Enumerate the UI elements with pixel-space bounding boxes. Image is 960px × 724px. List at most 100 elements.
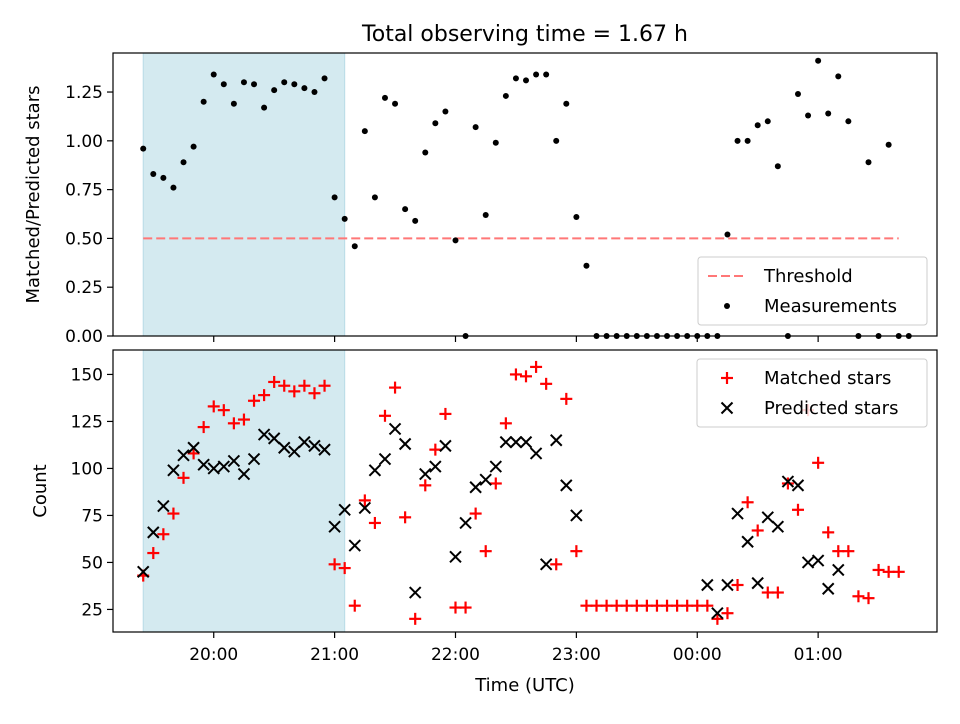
predicted-point-b (338, 503, 351, 517)
y-tick-label: 100 (71, 459, 103, 479)
matched-point (771, 586, 784, 599)
legend-matched-swatch (721, 372, 733, 384)
predicted-point (419, 467, 432, 481)
predicted-point (439, 439, 452, 453)
matched-point (378, 409, 391, 422)
matched-point (691, 599, 704, 612)
predicted-point (791, 479, 805, 492)
legend-box (697, 256, 928, 326)
legend-measurement-swatch (724, 303, 730, 309)
measurement-point (794, 90, 801, 97)
matched-point (499, 417, 512, 430)
measurement-point (230, 100, 237, 107)
measurement-point (865, 159, 872, 166)
predicted-point-b (147, 526, 160, 539)
predicted-point-b (711, 606, 724, 620)
bottom-panel: 25 50 75 100 125 150 20:00 21:00 22:00 23:00 00:0… (30, 349, 938, 696)
top-plot-area (140, 57, 912, 339)
predicted-point (701, 578, 714, 592)
predicted-point-b (499, 435, 513, 449)
matched-point (620, 599, 633, 612)
legend-predicted-swatch (720, 401, 734, 415)
matched-point (298, 379, 311, 392)
predicted-point-b (811, 554, 825, 567)
top-y-axis-label: Matched/Predicted stars (23, 86, 44, 304)
predicted-point (711, 606, 724, 620)
predicted-point-b (237, 467, 251, 481)
predicted-point (267, 432, 281, 445)
predicted-point-b (701, 578, 714, 592)
matched-point (822, 526, 835, 539)
predicted-point (751, 576, 764, 590)
matched-point (248, 394, 261, 407)
matched-point (318, 379, 331, 392)
matched-point (832, 545, 845, 558)
y-tick-label: 150 (71, 365, 103, 385)
matched-point (862, 592, 875, 605)
predicted-point (509, 435, 523, 449)
matched-point (852, 590, 865, 603)
predicted-point-b (137, 565, 150, 579)
predicted-point-b (761, 511, 774, 524)
predicted-point (408, 586, 422, 599)
matched-point (791, 503, 804, 516)
predicted-point-b (177, 449, 190, 462)
matched-point (630, 599, 643, 612)
predicted-point (308, 439, 321, 453)
predicted-point (187, 441, 200, 454)
measurement-point (805, 112, 812, 119)
measurement-point (442, 108, 449, 115)
x-tick-label: 22:00 (431, 645, 480, 665)
matched-point (348, 599, 361, 612)
measurement-point (402, 206, 409, 213)
predicted-point (479, 473, 492, 486)
matched-point (892, 565, 905, 578)
matched-point (550, 558, 563, 571)
top-x-axis (213, 336, 819, 342)
bottom-shaded-interval (142, 349, 346, 633)
predicted-point-b (570, 509, 583, 522)
matched-point (650, 599, 663, 612)
matched-point (610, 599, 623, 612)
predicted-point-b (439, 439, 452, 453)
legend-measurement-label: Measurements (764, 296, 897, 317)
predicted-point (529, 447, 543, 460)
chart-title: Total observing time = 1.67 h (361, 22, 688, 47)
matched-point (358, 494, 371, 507)
predicted-point (368, 464, 382, 477)
matched-point (187, 447, 200, 460)
predicted-point-b (298, 435, 311, 449)
predicted-point-b (318, 443, 331, 456)
predicted-point-b (217, 460, 231, 473)
predicted-point (459, 516, 472, 530)
predicted-point (449, 550, 462, 564)
measurement-point (432, 120, 439, 127)
matched-point (167, 507, 180, 520)
predicted-point (358, 501, 372, 515)
predicted-point (429, 460, 442, 473)
legend-threshold-label: Threshold (763, 266, 853, 287)
predicted-point (288, 445, 301, 458)
predicted-point-b (509, 435, 523, 449)
predicted-point-b (781, 475, 795, 488)
matched-point (530, 360, 543, 373)
matched-point (459, 601, 472, 614)
predicted-point-b (550, 434, 563, 447)
measurement-point (311, 89, 318, 96)
matched-point (509, 368, 522, 381)
measurement-point (774, 163, 781, 170)
predicted-point (539, 558, 553, 571)
matched-point (842, 545, 855, 558)
predicted-point-b (157, 499, 170, 513)
predicted-point-b (378, 452, 392, 466)
measurement-point (331, 194, 338, 201)
measurement-point (724, 231, 731, 238)
measurement-point (392, 100, 399, 107)
predicted-point (560, 479, 573, 492)
predicted-point (227, 454, 241, 468)
measurement-point (200, 98, 207, 105)
predicted-point-b (479, 473, 492, 486)
y-tick-label: 0.25 (65, 278, 103, 298)
predicted-point-b (358, 501, 372, 515)
predicted-point (741, 535, 754, 548)
